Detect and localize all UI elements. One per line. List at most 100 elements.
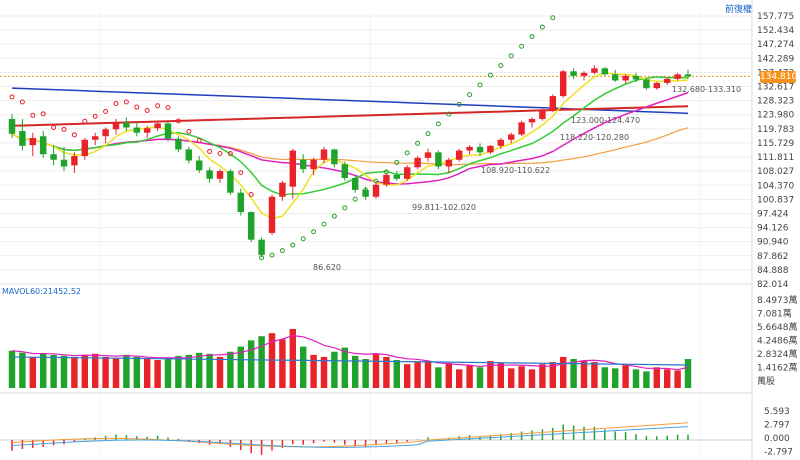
- volume-bar: [497, 363, 505, 388]
- candle-body: [164, 123, 172, 139]
- price-tick-label: 132.617: [757, 83, 794, 93]
- sar-dot: [311, 229, 317, 235]
- volume-tick-label: 8.4973萬: [757, 294, 798, 306]
- candle-body: [643, 79, 650, 89]
- candle-body: [549, 96, 557, 111]
- volume-bar: [487, 361, 494, 388]
- sar-dot: [529, 34, 535, 40]
- price-tick-label: 115.729: [757, 139, 794, 149]
- candle-body: [424, 152, 432, 158]
- range-label-5: 99.811-102.020: [412, 203, 476, 212]
- volume-bar: [102, 356, 109, 388]
- sar-dot: [113, 100, 119, 106]
- candle-body: [507, 134, 515, 140]
- sar-dot: [186, 129, 192, 135]
- candle-body: [50, 154, 57, 160]
- price-tick-label: 108.027: [757, 167, 794, 177]
- volume-bar: [362, 359, 369, 388]
- sar-dot: [394, 159, 400, 165]
- price-tick-label: 90.940: [757, 238, 789, 248]
- price-tick-label: 104.370: [757, 181, 794, 191]
- volume-bar: [351, 355, 359, 388]
- candle-body: [19, 130, 26, 146]
- volume-bar: [227, 351, 234, 388]
- candle-body: [466, 146, 473, 151]
- macd-dif-line: [11, 422, 689, 448]
- price-tick-label: 94.126: [757, 224, 789, 234]
- price-tick-label: 157.775: [757, 12, 794, 22]
- volume-tick-label: 萬股: [757, 375, 775, 387]
- macd-tick-label: 0.000: [764, 434, 790, 444]
- volume-bar: [185, 354, 193, 388]
- sar-dot: [331, 213, 337, 219]
- volume-tick-label: 7.081萬: [757, 308, 792, 320]
- volume-bar: [580, 361, 588, 388]
- volume-bar: [19, 352, 26, 388]
- adjustment-mode-label[interactable]: 前復權: [724, 5, 752, 15]
- sar-dot: [30, 112, 36, 118]
- volume-bar: [539, 364, 546, 388]
- macd-histogram: [0, 422, 752, 455]
- volume-bar: [372, 353, 380, 388]
- candle-body: [39, 136, 47, 155]
- candle-body: [133, 127, 141, 133]
- volume-bar: [341, 347, 349, 388]
- range-annotations: 132.680-133.310 123.000-124.470 118.220-…: [313, 85, 741, 272]
- candle-body: [299, 159, 307, 170]
- sar-dot: [352, 196, 358, 202]
- candle-body: [143, 128, 151, 133]
- volume-bar: [154, 360, 161, 388]
- candle-body: [91, 136, 99, 140]
- volume-bar: [528, 369, 536, 388]
- candle-body: [102, 129, 109, 137]
- candle-body: [71, 156, 78, 166]
- volume-bar: [258, 336, 265, 388]
- volume-tick-label: 2.8324萬: [757, 348, 798, 360]
- sar-dot: [61, 126, 67, 132]
- candle-body: [414, 157, 421, 168]
- volume-bar: [247, 340, 255, 388]
- volume-bar: [653, 367, 661, 388]
- candle-body: [60, 159, 68, 167]
- candle-body: [601, 68, 609, 75]
- candle-body: [320, 149, 328, 160]
- volume-bar: [279, 339, 286, 388]
- candle-body: [362, 189, 369, 197]
- candle-body: [528, 119, 536, 123]
- candle-body: [539, 110, 546, 120]
- volume-bar: [684, 359, 692, 388]
- sar-dot: [92, 113, 98, 119]
- volume-bar: [663, 369, 671, 388]
- volume-bar: [611, 368, 619, 388]
- volume-bar: [435, 367, 442, 388]
- candle-body: [455, 150, 463, 160]
- sar-dot: [9, 94, 15, 100]
- sar-dot: [217, 150, 223, 156]
- volume-bar: [206, 353, 213, 388]
- volume-bar: [622, 365, 629, 388]
- volume-bar: [393, 360, 401, 388]
- volume-bar: [50, 354, 57, 388]
- volume-bar: [29, 356, 37, 388]
- volume-bar: [310, 354, 317, 388]
- price-tick-label: 82.014: [757, 280, 789, 290]
- candle-body: [663, 78, 671, 83]
- sar-dot: [207, 148, 213, 154]
- sar-dot: [321, 221, 327, 227]
- candle-body: [216, 171, 224, 179]
- volume-bar: [8, 350, 16, 388]
- volume-bar: [123, 354, 130, 388]
- candle-body: [497, 139, 505, 146]
- candle-body: [518, 122, 525, 135]
- candle-body: [268, 196, 276, 233]
- price-tick-label: 147.274: [757, 40, 794, 50]
- candle-body: [372, 184, 380, 197]
- volume-bar: [331, 351, 338, 388]
- volume-bar: [289, 328, 297, 388]
- candle-body: [487, 145, 494, 153]
- current-price-badge: 134.810: [760, 71, 798, 83]
- candle-body: [611, 74, 619, 81]
- sar-dot: [103, 108, 109, 114]
- candle-body: [393, 174, 401, 179]
- sar-dot: [446, 111, 452, 117]
